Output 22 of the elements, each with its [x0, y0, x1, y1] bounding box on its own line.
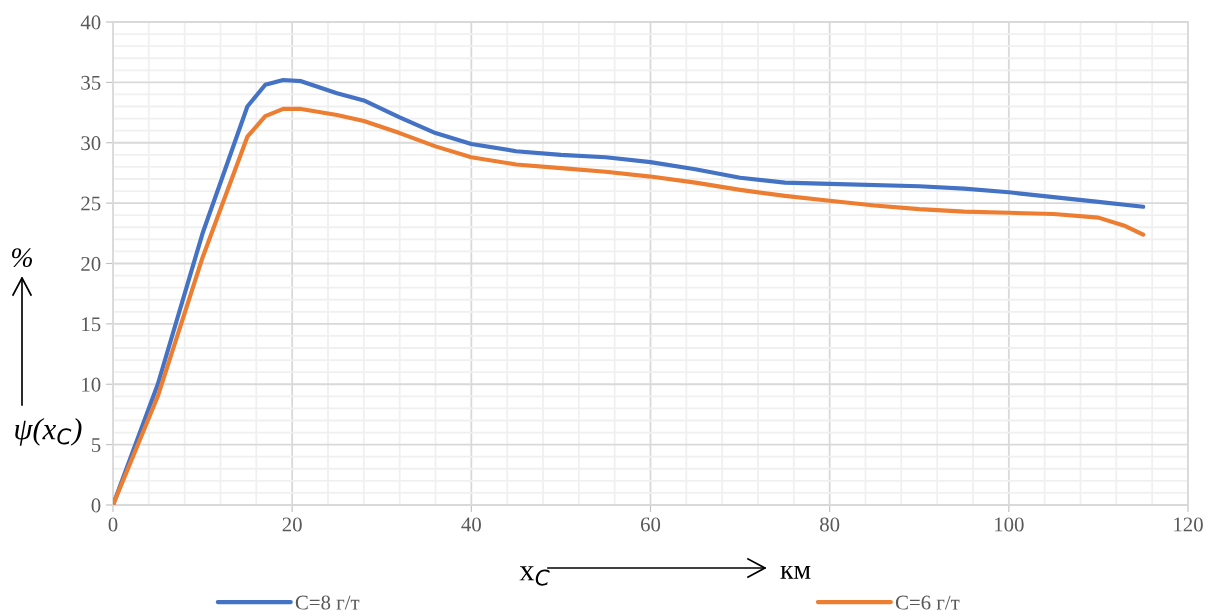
x-tick-label: 40: [461, 517, 481, 532]
y-tick-label: 20: [81, 256, 101, 271]
x-tick-label: 20: [282, 517, 302, 532]
y-tick-label: 0: [91, 498, 101, 513]
x-tick-label: 100: [995, 517, 1024, 532]
y-tick-label: 40: [80, 15, 101, 30]
y-tick-label: 35: [81, 75, 101, 90]
x-tick-label: 60: [640, 517, 661, 532]
y-tick-label: 10: [82, 377, 101, 392]
y-tick-label: 30: [81, 136, 101, 151]
text: %: [12, 248, 32, 268]
y-axis-title: ψ(x$_{C}$): [15, 417, 82, 446]
x-tick-label: 0: [108, 517, 118, 532]
x-tick-label: 80: [820, 517, 840, 532]
x-tick-label: 120: [1174, 517, 1203, 532]
legend-label: C=8 г/т: [295, 595, 360, 610]
legend-label: C=6 г/т: [895, 595, 960, 610]
y-tick-label: 25: [81, 196, 101, 211]
text: км: [780, 565, 811, 579]
x-axis-title: x$_{C}$: [519, 566, 550, 586]
y-tick-label: 15: [82, 317, 101, 332]
y-tick-label: 5: [91, 438, 101, 453]
